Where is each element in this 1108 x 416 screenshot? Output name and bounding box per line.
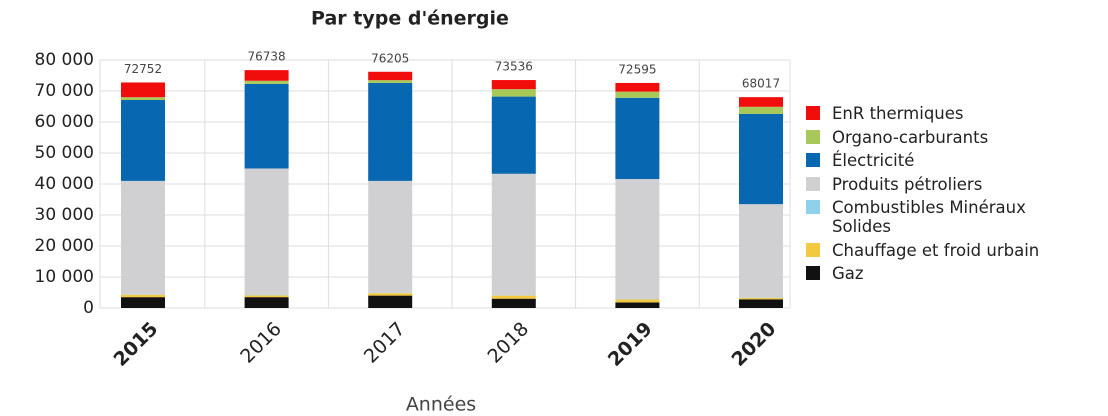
y-tick-label: 20 000 — [35, 236, 94, 256]
bar-segment — [368, 293, 413, 296]
bar-segment — [615, 82, 660, 92]
legend-item: Produits pétroliers — [806, 175, 1068, 194]
bar-segment — [615, 302, 660, 308]
legend-item: EnR thermiques — [806, 104, 1068, 123]
x-tick-label: 2019 — [604, 318, 657, 371]
legend-swatch — [806, 176, 820, 191]
total-label: 72595 — [618, 62, 656, 76]
legend-swatch — [806, 129, 820, 144]
legend-item: Combustibles Minéraux Solides — [806, 198, 1068, 236]
legend-swatch — [806, 266, 820, 280]
x-tick-label: 2020 — [727, 318, 780, 371]
y-tick-label: 60 000 — [35, 112, 94, 132]
x-axis-title: Années — [406, 394, 476, 416]
bar-segment — [491, 89, 536, 97]
bar-segment — [121, 294, 165, 298]
bar-segment — [491, 173, 536, 296]
legend-swatch — [806, 242, 820, 257]
bar-segment — [739, 299, 783, 308]
bar-segment — [368, 295, 413, 308]
y-tick-label: 40 000 — [35, 174, 94, 194]
bar-segment — [615, 97, 660, 180]
bar-segment — [121, 99, 165, 181]
bar-segment — [121, 180, 165, 295]
bar-segment — [491, 295, 536, 299]
total-label: 76205 — [371, 51, 409, 65]
legend-item: Organo-carburants — [806, 128, 1068, 147]
legend-swatch — [806, 106, 820, 120]
total-label: 73536 — [495, 60, 533, 74]
bar-segment — [244, 83, 289, 169]
legend-label: Organo-carburants — [832, 127, 989, 147]
bar-segment — [244, 297, 289, 308]
bar-segment — [491, 96, 536, 174]
legend-item: Électricité — [806, 151, 1068, 170]
bar-segment — [121, 297, 165, 308]
bar-segment — [121, 82, 165, 98]
y-tick-label: 80 000 — [35, 50, 94, 70]
legend-swatch — [806, 153, 820, 167]
bar-segment — [615, 91, 660, 98]
y-tick-label: 0 — [83, 298, 94, 318]
bar-segment — [615, 179, 660, 300]
x-tick-label: 2016 — [236, 318, 286, 368]
bar-segment — [491, 80, 536, 90]
bar-segment — [244, 295, 289, 298]
legend: EnR thermiques Organo-carburants Électrici… — [806, 104, 1068, 288]
bar-segment — [739, 97, 783, 107]
total-label: 68017 — [742, 77, 780, 91]
x-tick-label: 2018 — [483, 318, 533, 368]
legend-label: Gaz — [832, 264, 864, 283]
legend-label: Combustibles Minéraux Solides — [832, 198, 1026, 236]
bar-segment — [739, 113, 783, 205]
bar-segment — [244, 168, 289, 295]
bar-segment — [121, 97, 165, 100]
bar-segment — [368, 80, 413, 83]
legend-label: Électricité — [832, 151, 915, 170]
total-label: 76738 — [248, 50, 286, 64]
bar-segment — [491, 298, 536, 308]
bar-segment — [615, 299, 660, 303]
x-tick-label: 2017 — [360, 318, 410, 368]
bar-segment — [739, 204, 783, 298]
chart-title: Par type d'énergie — [311, 8, 509, 30]
legend-label: Chauffage et froid urbain — [832, 240, 1040, 260]
bar-segment — [368, 71, 413, 81]
x-tick-label: 2015 — [109, 318, 162, 371]
legend-label: Produits pétroliers — [832, 174, 983, 194]
y-tick-label: 30 000 — [35, 205, 94, 225]
y-tick-label: 70 000 — [35, 81, 94, 101]
bar-segment — [368, 82, 413, 181]
bar-segment — [244, 80, 289, 84]
bar-segment — [244, 70, 289, 81]
legend-item: Chauffage et froid urbain — [806, 241, 1068, 260]
total-label: 72752 — [124, 62, 162, 76]
legend-label: EnR thermiques — [832, 104, 964, 123]
y-tick-label: 50 000 — [35, 143, 94, 163]
y-tick-label: 10 000 — [35, 267, 94, 287]
legend-swatch — [806, 200, 820, 214]
legend-item: Gaz — [806, 264, 1068, 283]
bar-segment — [368, 180, 413, 293]
bar-segment — [739, 297, 783, 300]
bar-segment — [739, 106, 783, 114]
